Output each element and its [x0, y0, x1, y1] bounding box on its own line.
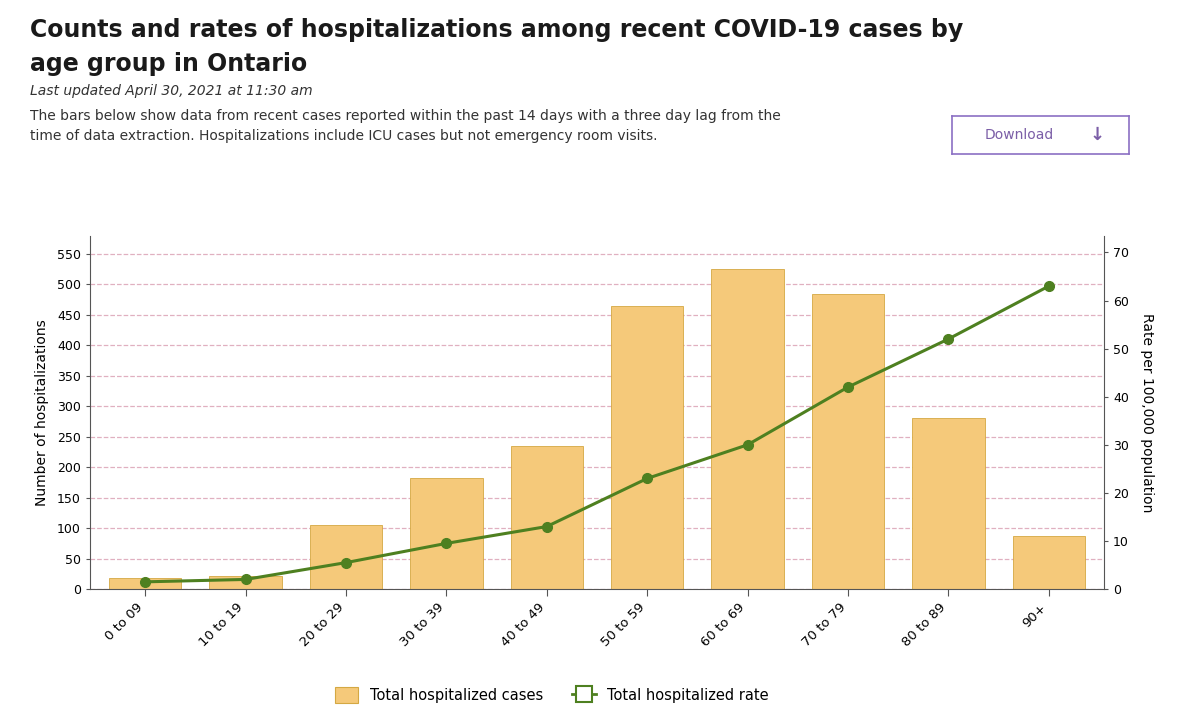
Text: The bars below show data from recent cases reported within the past 14 days with: The bars below show data from recent cas… [30, 109, 781, 123]
Text: ↓: ↓ [1090, 126, 1105, 144]
Bar [712, 269, 784, 589]
Y-axis label: Rate per 100,000 population: Rate per 100,000 population [1140, 313, 1154, 512]
Text: Counts and rates of hospitalizations among recent COVID-19 cases by: Counts and rates of hospitalizations amo… [30, 18, 964, 42]
Y-axis label: Number of hospitalizations: Number of hospitalizations [35, 319, 49, 506]
Text: Last updated April 30, 2021 at 11:30 am: Last updated April 30, 2021 at 11:30 am [30, 84, 313, 99]
Text: time of data extraction. Hospitalizations include ICU cases but not emergency ro: time of data extraction. Hospitalization… [30, 129, 658, 143]
Bar [511, 446, 583, 589]
Bar [1013, 536, 1085, 589]
Text: age group in Ontario: age group in Ontario [30, 52, 307, 76]
Bar [410, 478, 482, 589]
Bar [109, 578, 181, 589]
Bar [812, 294, 884, 589]
Legend: Total hospitalized cases, Total hospitalized rate: Total hospitalized cases, Total hospital… [335, 688, 769, 703]
Bar [310, 525, 382, 589]
Bar [611, 306, 683, 589]
Bar [912, 418, 984, 589]
Bar [210, 575, 282, 589]
Text: Download: Download [984, 128, 1054, 142]
